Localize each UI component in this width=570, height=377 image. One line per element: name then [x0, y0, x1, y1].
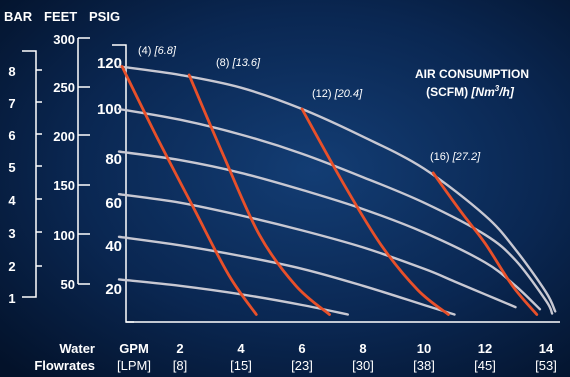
- air-curve-scfm: (12): [312, 88, 332, 100]
- lpm-tick-label: [8]: [173, 358, 187, 373]
- air-consumption-curve-group: [120, 65, 539, 316]
- gpm-tick-label: 12: [478, 341, 492, 356]
- psig-tick-label: 80: [105, 151, 122, 168]
- legend-units: (SCFM) [Nm3/h]: [426, 84, 515, 99]
- pressure-curve-4: [117, 235, 456, 316]
- gpm-header: GPM: [119, 341, 149, 356]
- psig-scale-header: PSIG: [89, 9, 120, 24]
- pressure-curve-0: [117, 65, 557, 313]
- pressure-curve-3: [117, 193, 517, 309]
- feet-scale-header: FEET: [44, 9, 77, 24]
- bar-tick-label: 6: [8, 128, 15, 143]
- air-curve-label-4: (4) [6.8]: [138, 45, 177, 57]
- bar-tick-label: 4: [8, 193, 16, 208]
- legend-title: AIR CONSUMPTION: [415, 67, 529, 81]
- feet-tick-label: 50: [61, 277, 75, 292]
- air-curve-nm3h: [20.4]: [334, 88, 363, 100]
- bar-axis-line: [22, 50, 37, 298]
- air-consumption-curve-0: [120, 65, 258, 316]
- lpm-tick-label: [23]: [291, 358, 313, 373]
- bar-tick-label: 8: [8, 64, 15, 79]
- air-consumption-curve-3: [431, 171, 539, 316]
- feet-tick-label: 150: [53, 178, 75, 193]
- lpm-tick-label: [45]: [474, 358, 496, 373]
- bar-scale-header: BAR: [4, 9, 33, 24]
- lpm-tick-label: [15]: [230, 358, 252, 373]
- air-curve-label-8: (8) [13.6]: [216, 57, 261, 69]
- air-curve-scfm: (4): [138, 45, 151, 57]
- water-label: Water: [59, 341, 95, 356]
- flowrates-label: Flowrates: [34, 358, 95, 373]
- feet-tick-label: 200: [53, 129, 75, 144]
- pressure-curve-1: [117, 107, 554, 315]
- air-curve-scfm: (16): [430, 151, 450, 163]
- gpm-tick-label: 14: [539, 341, 554, 356]
- feet-tick-label: 250: [53, 80, 75, 95]
- air-curve-label-16: (16) [27.2]: [430, 151, 481, 163]
- air-curve-nm3h: [27.2]: [452, 151, 481, 163]
- air-consumption-curve-2: [300, 107, 450, 316]
- gpm-tick-label: 8: [359, 341, 366, 356]
- psig-tick-label: 100: [97, 101, 122, 118]
- psig-tick-label: 60: [105, 195, 122, 212]
- bar-tick-label: 5: [8, 160, 15, 175]
- psig-tick-label: 120: [97, 55, 122, 72]
- bar-tick-label: 2: [8, 259, 15, 274]
- psig-tick-label: 20: [105, 281, 122, 298]
- bar-tick-label: 7: [8, 96, 15, 111]
- gpm-tick-label: 4: [237, 341, 245, 356]
- air-consumption-curve-1: [187, 73, 331, 316]
- gpm-tick-label: 6: [298, 341, 305, 356]
- bar-tick-label: 1: [8, 291, 15, 306]
- air-curve-label-12: (12) [20.4]: [312, 88, 363, 100]
- lpm-tick-label: [53]: [535, 358, 557, 373]
- feet-tick-label: 100: [53, 228, 75, 243]
- air-curve-nm3h: [13.6]: [232, 57, 261, 69]
- psig-tick-label: 40: [105, 238, 122, 255]
- gpm-tick-label: 2: [176, 341, 183, 356]
- air-curve-scfm: (8): [216, 57, 229, 69]
- lpm-tick-label: [30]: [352, 358, 374, 373]
- feet-tick-label: 300: [53, 32, 75, 47]
- lpm-tick-label: [38]: [413, 358, 435, 373]
- lpm-header: [LPM]: [117, 358, 151, 373]
- air-curve-nm3h: [6.8]: [154, 45, 177, 57]
- gpm-tick-label: 10: [417, 341, 431, 356]
- bar-tick-label: 3: [8, 226, 15, 241]
